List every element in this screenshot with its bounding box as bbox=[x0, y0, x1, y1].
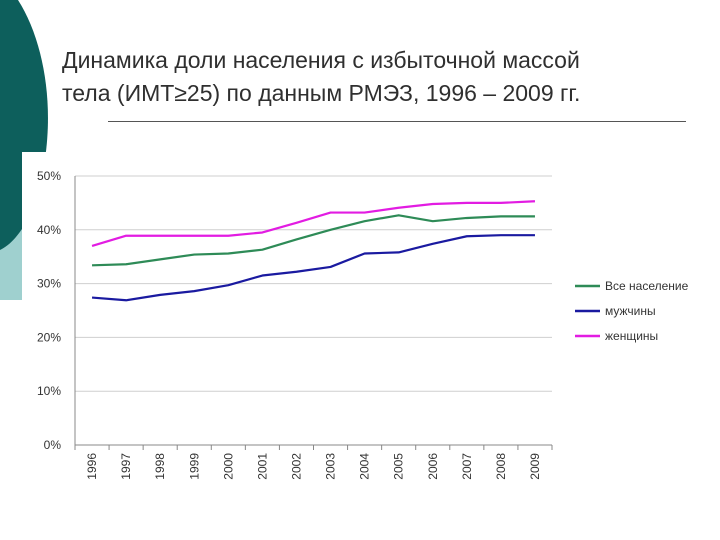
series-line bbox=[92, 214, 535, 267]
x-tick-label: 1999 bbox=[187, 453, 201, 480]
x-tick-label: 2005 bbox=[392, 453, 406, 480]
y-tick-label: 40% bbox=[37, 223, 61, 237]
legend: Все население мужчины женщины bbox=[575, 279, 689, 343]
legend-label: мужчины bbox=[605, 304, 656, 318]
y-tick-label: 10% bbox=[37, 384, 61, 398]
y-axis-ticks: 0% 10% 20% 30% 40% 50% bbox=[37, 169, 61, 452]
x-tick-label: 1998 bbox=[153, 453, 167, 480]
y-tick-label: 30% bbox=[37, 277, 61, 291]
title-line-1: Динамика доли населения с избыточной мас… bbox=[62, 47, 580, 73]
x-tick-label: 1996 bbox=[85, 453, 99, 480]
x-tick-label: 2008 bbox=[494, 453, 508, 480]
y-tick-label: 0% bbox=[44, 438, 62, 452]
x-tick-label: 2004 bbox=[358, 453, 372, 480]
series-lines bbox=[91, 200, 536, 302]
y-tick-label: 50% bbox=[37, 169, 61, 183]
x-tick-label: 2006 bbox=[426, 453, 440, 480]
series-line bbox=[91, 200, 536, 247]
x-tick-label: 1997 bbox=[119, 453, 133, 480]
x-tick-label: 2000 bbox=[221, 453, 235, 480]
x-axis-ticks: 1996 1997 1998 1999 2000 2001 2002 2003 2004 2005… bbox=[74, 445, 553, 480]
x-tick-label: 2002 bbox=[289, 453, 303, 480]
legend-label: Все население bbox=[605, 279, 689, 293]
title-divider bbox=[108, 121, 686, 122]
x-tick-label: 2007 bbox=[460, 453, 474, 480]
legend-label: женщины bbox=[605, 329, 658, 343]
x-tick-label: 2009 bbox=[528, 453, 542, 480]
slide-title: Динамика доли населения с избыточной мас… bbox=[62, 44, 712, 110]
y-tick-label: 20% bbox=[37, 330, 61, 344]
line-chart: 0% 10% 20% 30% 40% 50% 1996 1997 1998 1999 2000 20… bbox=[22, 152, 714, 512]
x-tick-label: 2003 bbox=[324, 453, 338, 480]
series-line bbox=[91, 234, 535, 302]
x-tick-label: 2001 bbox=[255, 453, 269, 480]
title-line-2: тела (ИМТ≥25) по данным РМЭЗ, 1996 – 200… bbox=[62, 80, 581, 106]
